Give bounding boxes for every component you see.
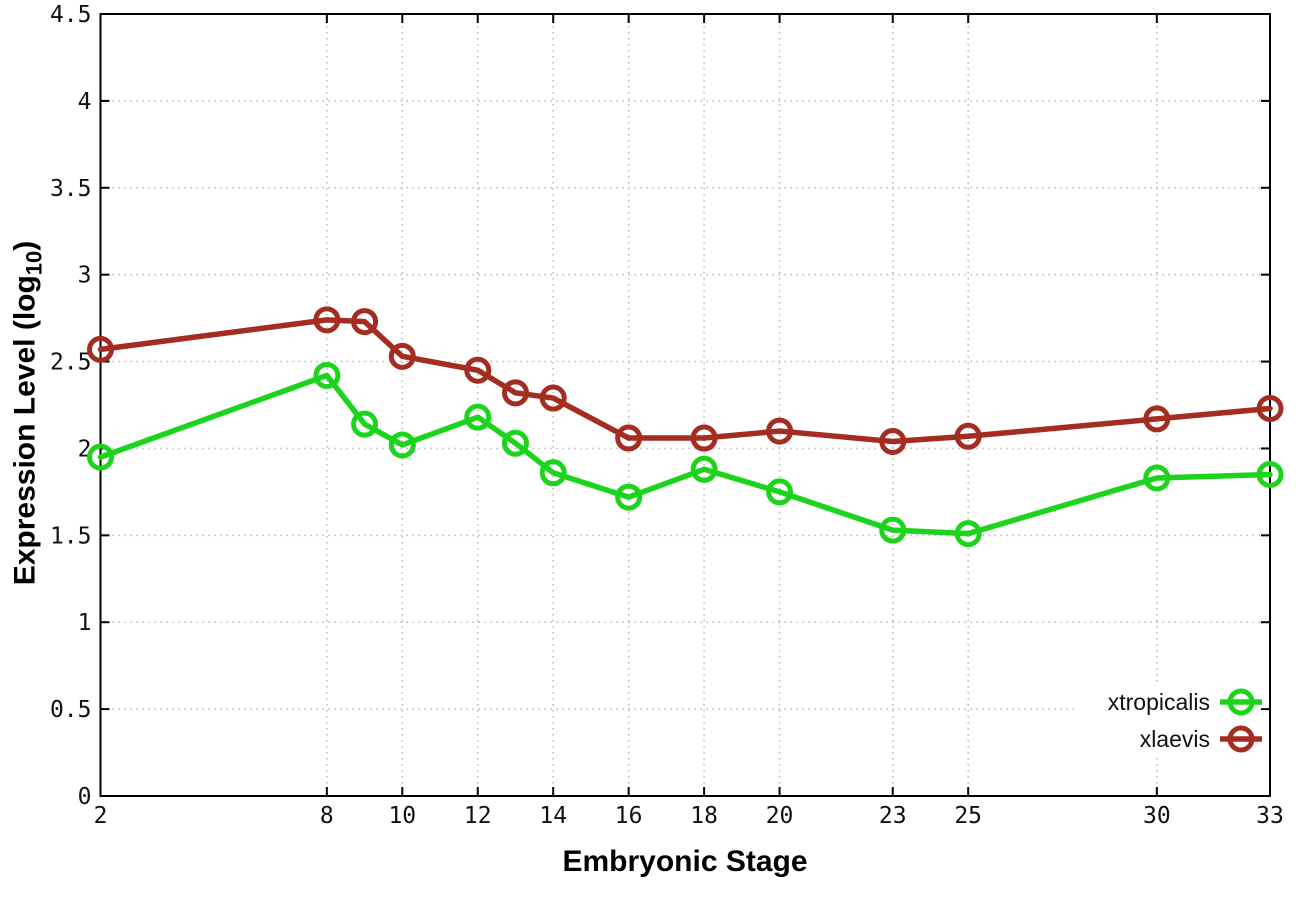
y-tick-label: 0.5 — [50, 697, 92, 723]
data-point-xtropicalis — [615, 483, 643, 511]
x-tick-label: 25 — [954, 803, 982, 829]
y-tick-label: 0 — [78, 784, 92, 810]
y-tick-label: 3 — [78, 263, 92, 289]
plot-border — [99, 13, 1271, 797]
data-point-xlaevis — [351, 308, 379, 336]
legend-label-xlaevis: xlaevis — [1140, 726, 1210, 752]
data-point-xtropicalis — [1256, 461, 1284, 489]
x-tick-label: 18 — [690, 803, 718, 829]
data-point-xtropicalis — [87, 443, 114, 471]
data-point-xlaevis — [615, 424, 643, 452]
y-tick-label: 3.5 — [50, 176, 92, 202]
series-line-xlaevis — [97, 317, 1273, 445]
data-point-xlaevis — [954, 422, 982, 450]
data-point-xtropicalis — [313, 361, 341, 389]
y-axis-title-subscript: 10 — [21, 250, 47, 276]
y-axis-title-text: Expression Level (log — [8, 275, 42, 586]
y-tick-label: 4 — [78, 89, 92, 115]
data-point-xlaevis — [1143, 405, 1171, 433]
data-point-xtropicalis — [879, 516, 907, 544]
x-tick-label: 30 — [1143, 803, 1171, 829]
data-point-xtropicalis — [539, 459, 567, 487]
data-point-xtropicalis — [1143, 464, 1171, 492]
data-point-xlaevis — [690, 424, 718, 452]
legend-label-xtropicalis: xtropicalis — [1108, 689, 1210, 715]
data-point-xtropicalis — [388, 431, 416, 459]
data-point-xtropicalis — [351, 410, 379, 438]
series-line-xtropicalis — [97, 372, 1273, 537]
y-axis-title-suffix: ) — [8, 240, 42, 251]
y-axis-title: Expression Level (log10) — [9, 241, 48, 586]
y-tick-label: 1 — [78, 610, 92, 636]
data-point-xtropicalis — [464, 403, 492, 431]
x-tick-label: 14 — [539, 803, 567, 829]
y-tick-label: 1.5 — [50, 523, 92, 549]
data-point-xlaevis — [766, 417, 794, 445]
x-axis-title: Embryonic Stage — [562, 845, 808, 878]
x-tick-label: 12 — [464, 803, 492, 829]
x-tick-label: 20 — [766, 803, 794, 829]
data-point-xtropicalis — [766, 478, 794, 506]
legend-marker-xtropicalis — [1227, 688, 1255, 716]
data-point-xlaevis — [1256, 394, 1284, 422]
x-tick-label: 2 — [94, 803, 108, 829]
y-tick-label: 4.5 — [50, 2, 92, 28]
data-point-xtropicalis — [690, 455, 718, 483]
x-tick-label: 16 — [615, 803, 643, 829]
data-point-xlaevis — [464, 356, 492, 384]
data-point-xlaevis — [388, 342, 416, 370]
x-tick-label: 10 — [388, 803, 416, 829]
data-point-xlaevis — [313, 306, 341, 334]
x-tick-label: 23 — [879, 803, 907, 829]
data-point-xtropicalis — [954, 520, 982, 548]
data-point-xlaevis — [539, 384, 567, 412]
data-point-xlaevis — [879, 427, 907, 455]
legend-marker-xlaevis — [1227, 725, 1255, 753]
data-point-xlaevis — [501, 379, 529, 407]
x-tick-label: 8 — [320, 803, 334, 829]
y-tick-label: 2.5 — [50, 350, 92, 376]
data-point-xlaevis — [87, 335, 114, 363]
x-tick-label: 33 — [1256, 803, 1284, 829]
data-point-xtropicalis — [501, 429, 529, 457]
